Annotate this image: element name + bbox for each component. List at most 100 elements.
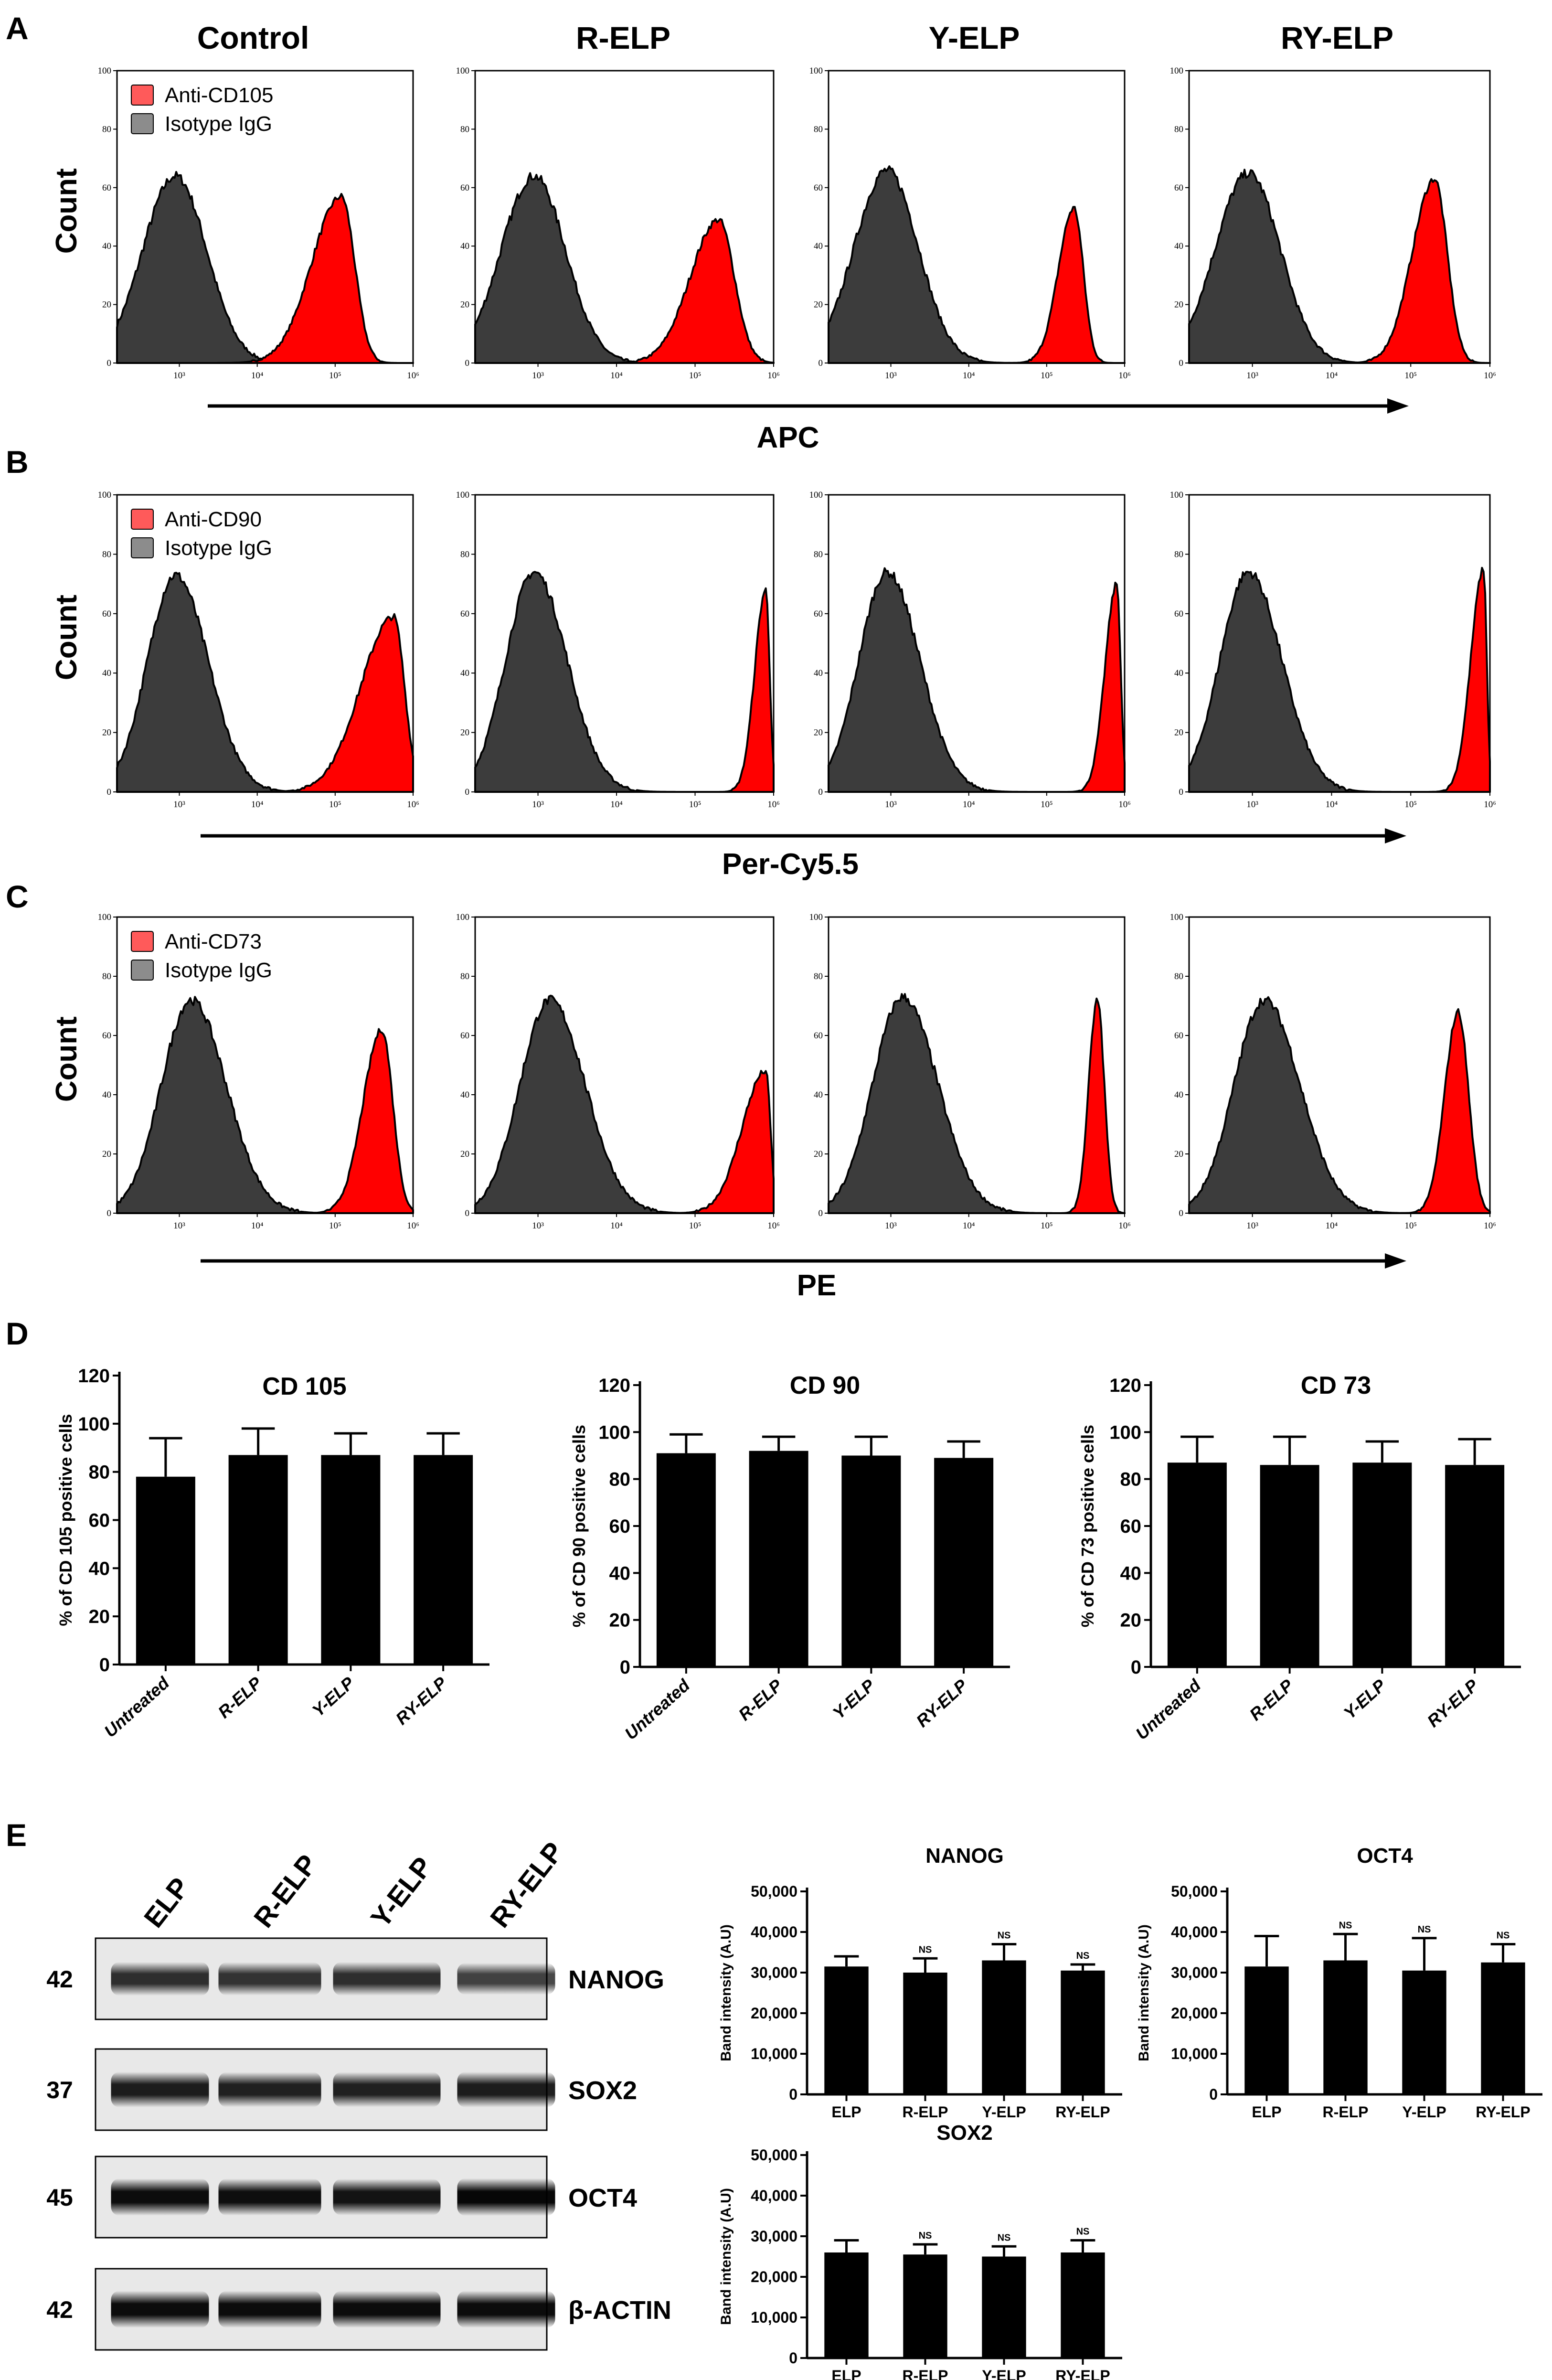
column-title-ry-elp: RY-ELP bbox=[1281, 20, 1393, 55]
bar-r-elp bbox=[749, 1451, 808, 1667]
y-tick-label: 60 bbox=[89, 1510, 110, 1531]
category-label: RY-ELP bbox=[1476, 2103, 1530, 2121]
bar-chart-cd73: CD 73 % of CD 73 positive cells 0 20 40 60 80 1… bbox=[1078, 1372, 1521, 1743]
x-tick-label: 10⁴ bbox=[610, 800, 623, 810]
y-tick-label: 20 bbox=[814, 300, 823, 310]
y-tick-label: 80 bbox=[1174, 124, 1183, 134]
legend-label-isotype: Isotype IgG bbox=[165, 112, 272, 136]
y-tick-label: 100 bbox=[1109, 1422, 1141, 1443]
legend-swatch-antibody bbox=[131, 931, 154, 952]
y-tick-label: 20 bbox=[460, 728, 469, 738]
y-tick-label: 10,000 bbox=[751, 2309, 797, 2326]
x-tick-label: 10⁵ bbox=[689, 800, 702, 810]
x-tick-label: 10³ bbox=[885, 1221, 897, 1231]
count-axis-title: Count bbox=[50, 1016, 83, 1102]
y-tick-label: 0 bbox=[819, 358, 823, 368]
blot-protein-label: OCT4 bbox=[568, 2184, 637, 2212]
y-tick-label: 120 bbox=[598, 1375, 630, 1396]
bar-ry-elp bbox=[1061, 2252, 1105, 2358]
blot-lane-label: RY-ELP bbox=[484, 1836, 570, 1933]
y-tick-label: 30,000 bbox=[751, 2228, 797, 2245]
x-tick-label: 10³ bbox=[1246, 800, 1258, 810]
y-tick-label: 40 bbox=[102, 668, 111, 678]
x-tick-label: 10⁶ bbox=[1118, 371, 1131, 381]
x-tick-label: 10⁵ bbox=[1404, 371, 1417, 381]
y-tick-label: 40 bbox=[1174, 241, 1183, 251]
y-tick-label: 0 bbox=[107, 1208, 112, 1218]
y-tick-label: 80 bbox=[460, 971, 469, 982]
histogram-control: 0 20 40 60 80 100 10³ 10⁴ 10⁵ 10⁶ Anti-CD90 Isotype… bbox=[98, 490, 419, 810]
blot-protein-label: SOX2 bbox=[568, 2076, 637, 2105]
bar-y-elp bbox=[1352, 1462, 1412, 1667]
y-tick-label: 60 bbox=[609, 1516, 631, 1537]
bar-ry-elp bbox=[414, 1455, 473, 1665]
y-tick-label: 60 bbox=[460, 609, 469, 619]
y-tick-label: 0 bbox=[1131, 1657, 1141, 1678]
blot-lane-label: Y-ELP bbox=[365, 1851, 438, 1933]
x-tick-label: 10⁵ bbox=[1404, 800, 1417, 810]
y-tick-label: 100 bbox=[1170, 490, 1184, 500]
x-tick-label: 10⁵ bbox=[329, 371, 341, 381]
y-tick-label: 120 bbox=[78, 1366, 110, 1387]
y-tick-label: 40 bbox=[814, 241, 823, 251]
bar-untreated bbox=[1167, 1462, 1227, 1667]
significance-label: NS bbox=[1418, 1924, 1431, 1935]
column-title-y-elp: Y-ELP bbox=[929, 20, 1020, 55]
blot-band bbox=[218, 2178, 321, 2216]
bar-elp bbox=[824, 1966, 869, 2094]
blot-band bbox=[457, 2291, 555, 2328]
y-tick-label: 80 bbox=[1174, 549, 1183, 559]
y-tick-label: 50,000 bbox=[751, 2146, 797, 2164]
blot-strip-oct4 bbox=[95, 2156, 555, 2239]
y-tick-label: 80 bbox=[1120, 1469, 1142, 1490]
x-tick-label: 10⁶ bbox=[407, 1221, 419, 1231]
histogram-ry-elp: 0 20 40 60 80 100 10³ 10⁴ 10⁵ 10⁶ bbox=[1170, 490, 1496, 810]
category-label: RY-ELP bbox=[1423, 1675, 1482, 1731]
y-tick-label: 60 bbox=[814, 609, 823, 619]
y-axis-title: % of CD 90 positive cells bbox=[569, 1425, 589, 1627]
blot-strip-sox2 bbox=[95, 2048, 555, 2131]
category-label: Y-ELP bbox=[1402, 2103, 1446, 2121]
y-tick-label: 40 bbox=[814, 668, 823, 678]
category-label: Y-ELP bbox=[829, 1675, 879, 1723]
significance-label: NS bbox=[998, 1931, 1011, 1941]
blot-lane-label: ELP bbox=[138, 1872, 196, 1933]
blot-band bbox=[457, 1963, 555, 1995]
x-tick-label: 10⁵ bbox=[1041, 1221, 1053, 1231]
y-tick-label: 0 bbox=[465, 358, 470, 368]
antibody-peak bbox=[116, 1028, 414, 1214]
histogram-y-elp: 0 20 40 60 80 100 10³ 10⁴ 10⁵ 10⁶ bbox=[809, 66, 1131, 381]
bar-elp bbox=[1244, 1966, 1289, 2094]
x-tick-label: 10⁵ bbox=[1041, 371, 1053, 381]
blot-mw-marker: 37 bbox=[46, 2077, 73, 2103]
x-tick-label: 10⁶ bbox=[1484, 1221, 1496, 1231]
flow-axis-arrow-a bbox=[208, 398, 1409, 414]
blot-strip-actin bbox=[95, 2268, 555, 2351]
panel-letter-e: E bbox=[6, 1817, 27, 1853]
y-tick-label: 100 bbox=[78, 1414, 110, 1435]
blot-mw-marker: 45 bbox=[46, 2184, 73, 2211]
blot-band bbox=[333, 2178, 441, 2216]
x-tick-label: 10³ bbox=[532, 371, 544, 381]
flow-x-title-c: PE bbox=[797, 1269, 837, 1302]
y-tick-label: 20 bbox=[609, 1610, 631, 1631]
bar-r-elp bbox=[1260, 1465, 1319, 1667]
category-label: RY-ELP bbox=[912, 1675, 971, 1731]
panel-letter-b: B bbox=[6, 444, 29, 480]
category-label: Untreated bbox=[1132, 1675, 1205, 1744]
y-tick-label: 0 bbox=[819, 787, 823, 797]
antibody-peak bbox=[474, 218, 775, 364]
category-label: Y-ELP bbox=[982, 2103, 1026, 2121]
category-label: ELP bbox=[1252, 2103, 1281, 2121]
blot-band bbox=[111, 2291, 209, 2328]
y-tick-label: 60 bbox=[102, 183, 111, 193]
chart-title: OCT4 bbox=[1357, 1844, 1413, 1868]
y-tick-label: 60 bbox=[1174, 183, 1183, 193]
antibody-peak bbox=[1188, 566, 1491, 793]
y-tick-label: 100 bbox=[98, 912, 112, 922]
y-tick-label: 0 bbox=[99, 1654, 110, 1676]
blot-band bbox=[111, 1962, 209, 1996]
y-tick-label: 60 bbox=[1174, 609, 1183, 619]
bar-ry-elp bbox=[1445, 1465, 1505, 1667]
western-blot: ELP R-ELP Y-ELP RY-ELP 42 NANOG 37 SOX2 45 OCT4 42… bbox=[46, 1836, 671, 2351]
